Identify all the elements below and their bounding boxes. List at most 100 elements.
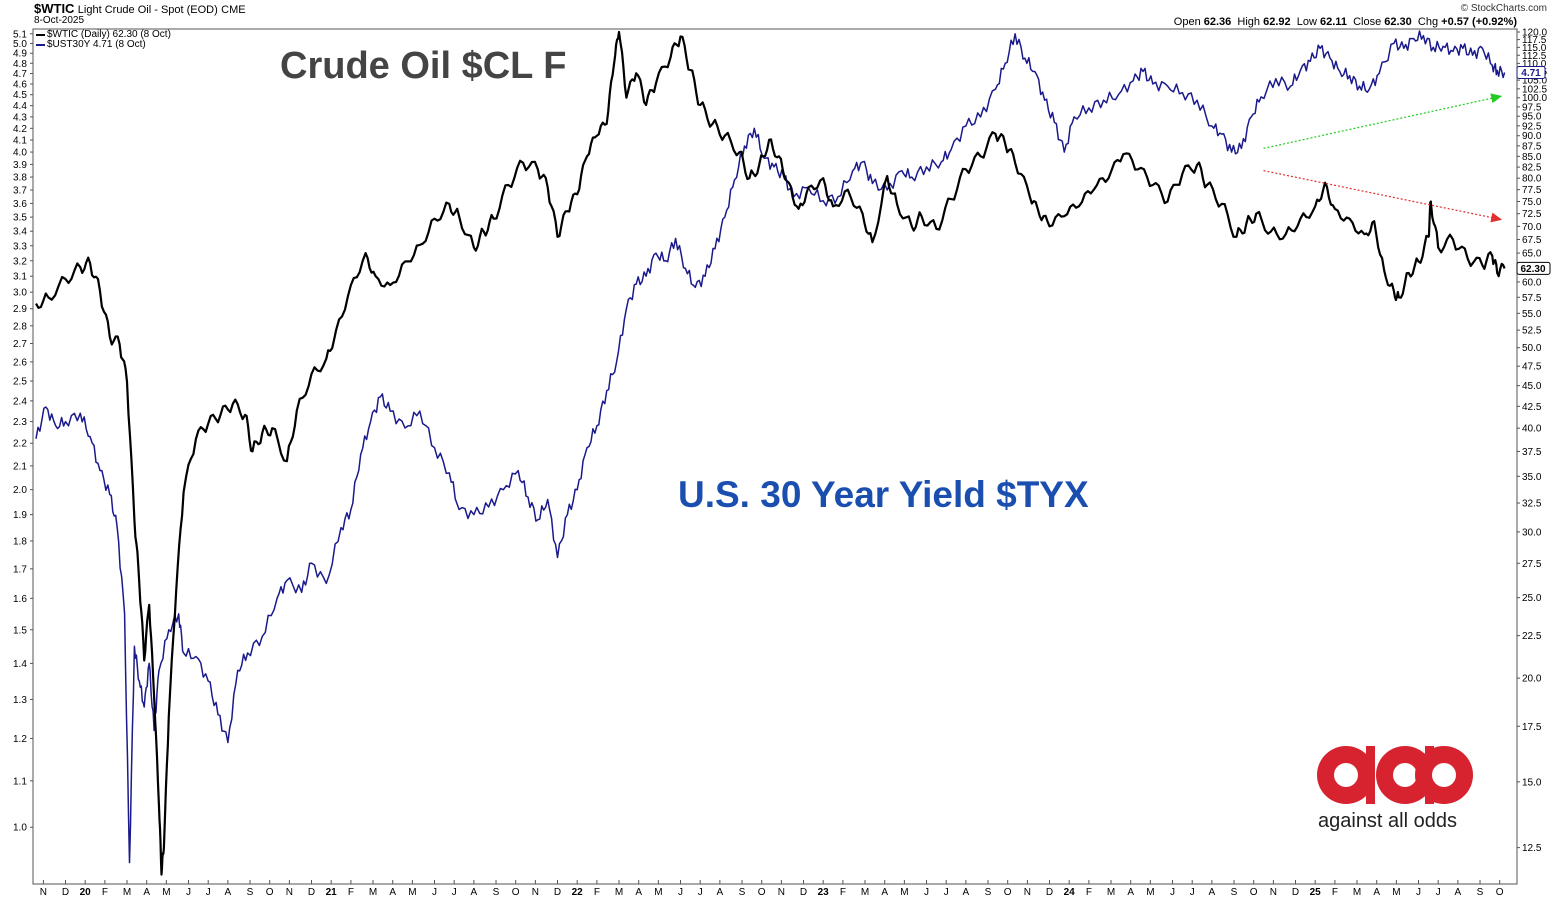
left-tick-label: 1.5 (13, 625, 27, 636)
left-tick-label: 3.2 (13, 256, 27, 267)
left-tick-label: 3.6 (13, 199, 27, 210)
right-tick-label: 67.5 (1522, 235, 1542, 246)
right-tick-label: 102.5 (1522, 84, 1547, 95)
oil-trend-arrow (1263, 170, 1503, 221)
left-tick-label: 2.0 (13, 485, 27, 496)
x-tick-label: F (348, 887, 354, 898)
x-tick-label: F (102, 887, 108, 898)
x-tick-label: 22 (572, 887, 584, 898)
x-tick-label: D (800, 887, 807, 898)
chart-legend: $WTIC (Daily) 62.30 (8 Oct) $UST30Y 4.71… (36, 30, 171, 50)
x-tick-label: A (881, 887, 888, 898)
left-tick-label: 3.8 (13, 173, 27, 184)
logo-text: against all odds (1318, 810, 1457, 832)
left-axis: 5.15.04.94.84.74.64.54.44.34.24.14.03.9 3… (13, 29, 33, 834)
left-tick-label: 5.1 (13, 29, 27, 40)
right-tick-label: 117.5 (1522, 35, 1547, 46)
x-tick-label: M (654, 887, 662, 898)
x-tick-label: D (62, 887, 69, 898)
x-tick-label: O (512, 887, 520, 898)
x-tick-label: M (615, 887, 623, 898)
low-value: 62.11 (1320, 16, 1347, 28)
right-tick-label: 87.5 (1522, 141, 1542, 152)
left-tick-label: 2.4 (13, 396, 27, 407)
left-tick-label: 1.4 (13, 659, 27, 670)
right-tick-label: 42.5 (1522, 402, 1542, 413)
x-tick-label: N (286, 887, 293, 898)
x-tick-label: D (554, 887, 561, 898)
x-tick-label: J (1416, 887, 1421, 898)
right-tick-label: 92.5 (1522, 121, 1542, 132)
x-tick-label: M (1392, 887, 1400, 898)
x-tick-label: J (924, 887, 929, 898)
x-tick-label: M (900, 887, 908, 898)
right-tick-label: 75.0 (1522, 197, 1542, 208)
left-tick-label: 4.4 (13, 101, 27, 112)
x-tick-label: M (123, 887, 131, 898)
left-tick-label: 2.8 (13, 321, 27, 332)
x-tick-label: 23 (818, 887, 830, 898)
right-tick-label: 60.0 (1522, 277, 1542, 288)
left-tick-label: 5.0 (13, 39, 27, 50)
x-tick-label: 25 (1310, 887, 1322, 898)
x-tick-label: S (493, 887, 500, 898)
left-tick-label: 2.1 (13, 461, 27, 472)
right-axis: 120.0117.5115.0112.5110.0107.5105.0102.5… (1517, 27, 1547, 854)
left-tick-label: 3.7 (13, 186, 27, 197)
left-tick-label: 1.0 (13, 823, 27, 834)
x-tick-label: M (162, 887, 170, 898)
x-tick-label: O (758, 887, 766, 898)
left-tick-label: 3.0 (13, 288, 27, 299)
left-tick-label: 4.1 (13, 136, 27, 147)
right-tick-label: 30.0 (1522, 527, 1542, 538)
ust30y-last-value: 4.71 (1521, 68, 1541, 79)
x-tick-label: J (186, 887, 191, 898)
x-tick-label: M (1146, 887, 1154, 898)
right-tick-label: 105.0 (1522, 76, 1547, 87)
series-layer (35, 30, 1506, 876)
x-tick-label: A (471, 887, 478, 898)
treasury-yield-annotation: U.S. 30 Year Yield $TYX (678, 474, 1089, 515)
left-tick-label: 4.2 (13, 124, 27, 135)
left-tick-label: 1.8 (13, 536, 27, 547)
x-tick-label: A (389, 887, 396, 898)
right-tick-label: 17.5 (1522, 722, 1542, 733)
x-tick-label: F (1086, 887, 1092, 898)
open-label: Open (1173, 16, 1201, 28)
left-tick-label: 4.9 (13, 49, 27, 60)
right-tick-label: 35.0 (1522, 472, 1542, 483)
x-tick-label: J (1190, 887, 1195, 898)
plot-area-border (32, 28, 1518, 885)
yield-trend-arrow (1263, 95, 1503, 149)
left-tick-label: 4.0 (13, 148, 27, 159)
x-tick-label: S (247, 887, 254, 898)
against-all-odds-logo-mark (1317, 746, 1473, 804)
x-tick-label: A (1209, 887, 1216, 898)
chg-value: +0.57 (+0.92%) (1441, 16, 1517, 28)
right-tick-label: 32.5 (1522, 499, 1542, 510)
left-tick-label: 4.8 (13, 59, 27, 70)
wtic-series-line (35, 30, 1506, 876)
x-tick-label: A (963, 887, 970, 898)
x-tick-label: M (861, 887, 869, 898)
right-tick-label: 112.5 (1522, 51, 1547, 62)
x-tick-label: N (532, 887, 539, 898)
x-tick-label: J (452, 887, 457, 898)
right-tick-label: 50.0 (1522, 343, 1542, 354)
right-tick-label: 77.5 (1522, 185, 1542, 196)
right-tick-label: 100.0 (1522, 93, 1547, 104)
x-tick-label: A (143, 887, 150, 898)
left-tick-label: 4.3 (13, 112, 27, 123)
legend-swatch-ust30y (36, 44, 45, 46)
chg-label: Chg (1417, 16, 1439, 28)
right-tick-label: 20.0 (1522, 674, 1542, 685)
ust30y-last-value-box (1516, 65, 1546, 79)
x-tick-label: D (1046, 887, 1053, 898)
left-tick-label: 2.6 (13, 357, 27, 368)
left-tick-label: 4.6 (13, 80, 27, 91)
x-tick-label: J (1170, 887, 1175, 898)
x-tick-label: F (840, 887, 846, 898)
x-tick-label: M (1353, 887, 1361, 898)
right-tick-label: 15.0 (1522, 777, 1542, 788)
